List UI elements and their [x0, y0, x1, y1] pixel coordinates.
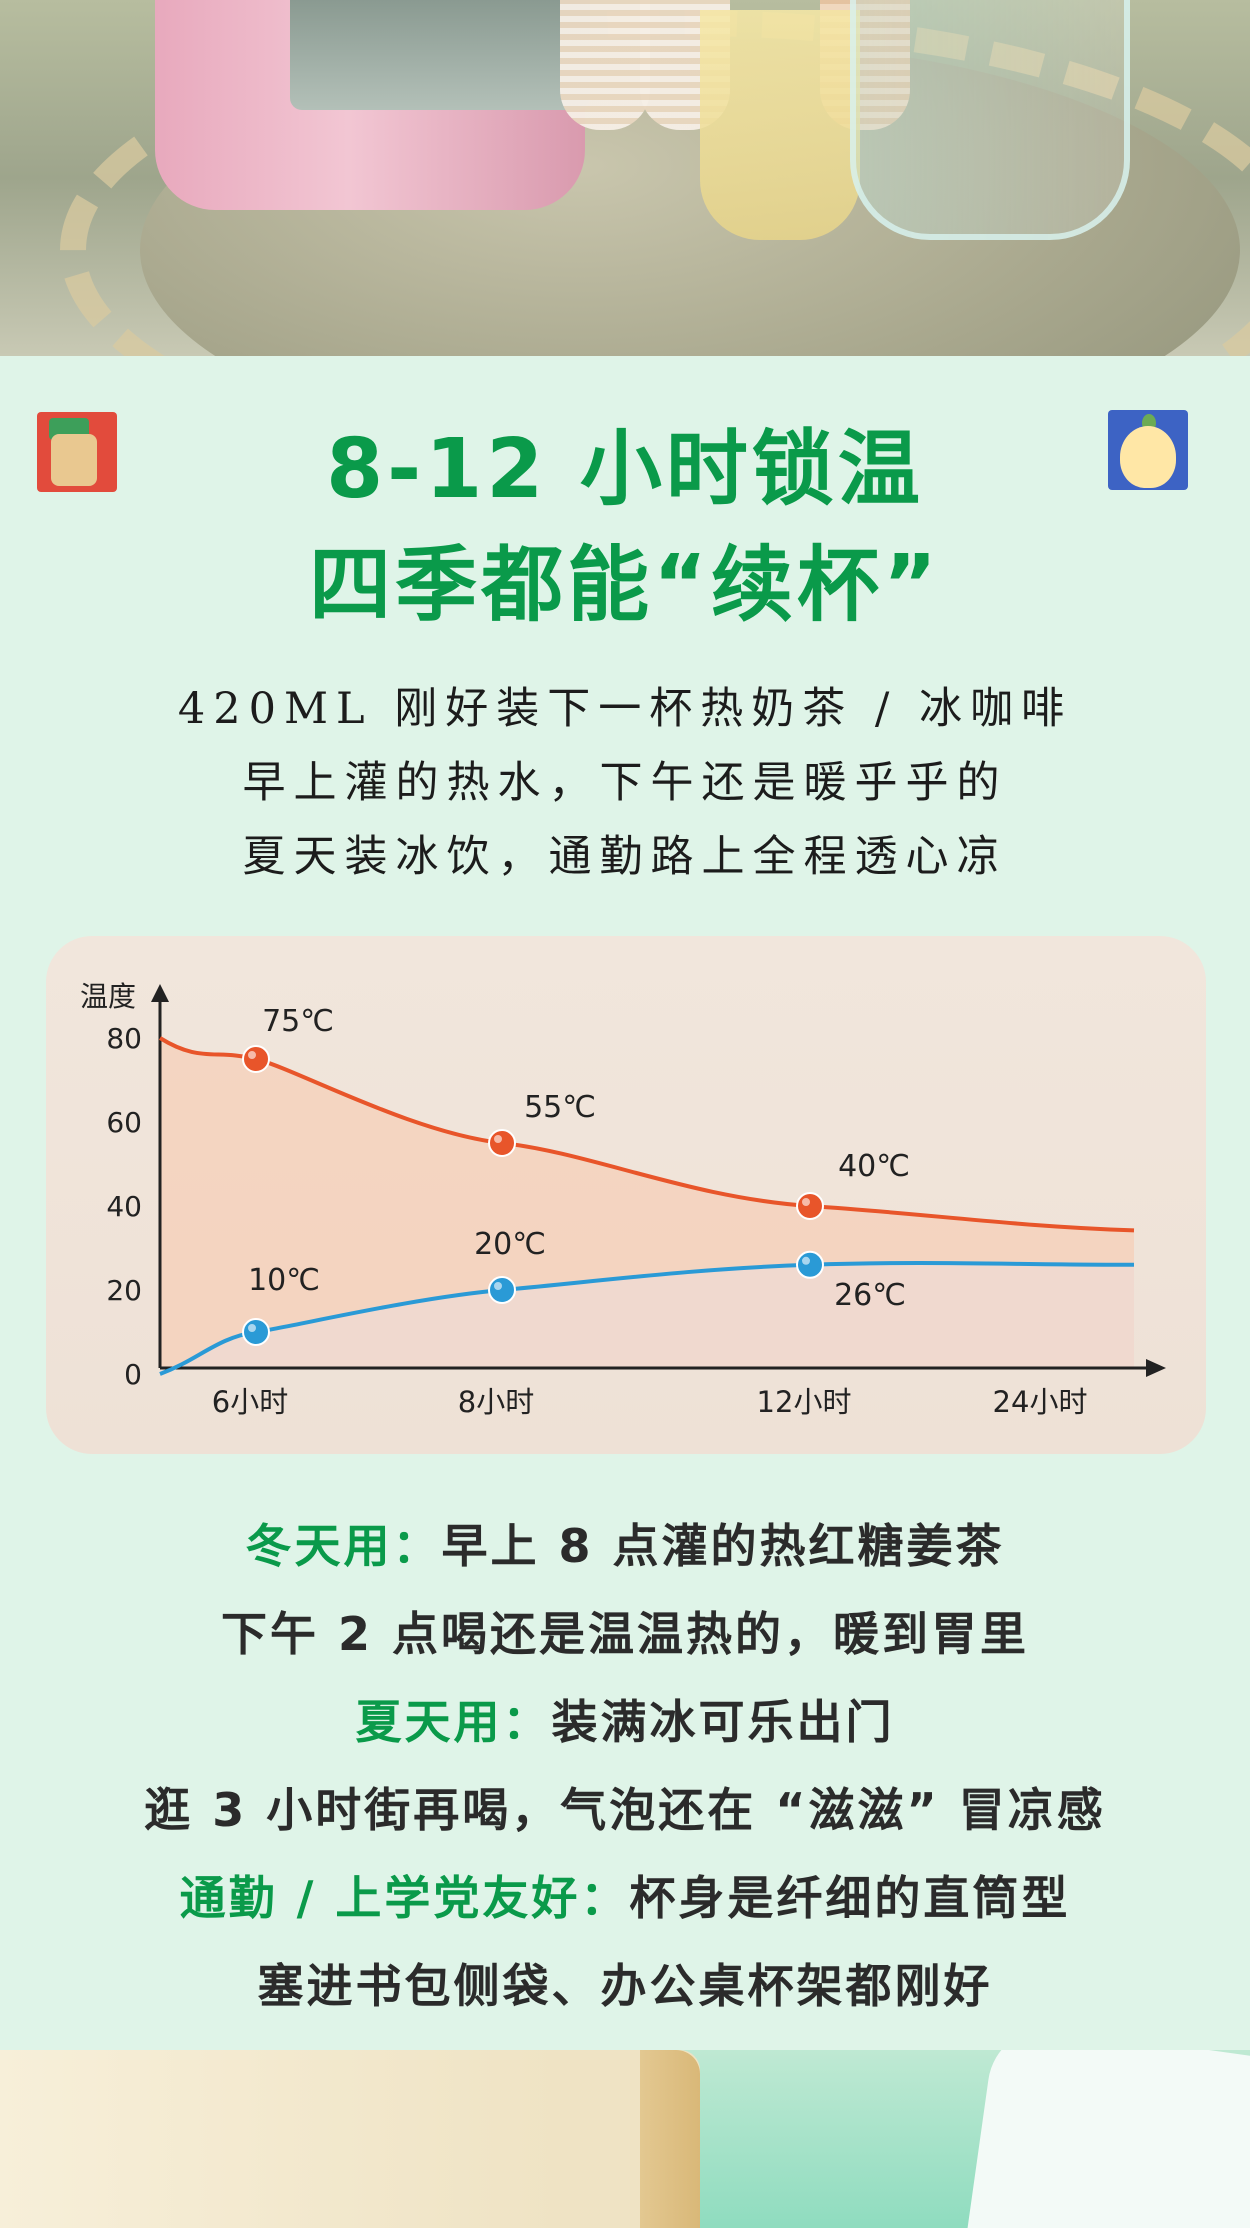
winter-line1: 冬天用：早上 8 点灌的热红糖姜茶 [0, 1510, 1250, 1576]
cold-point-highlight [248, 1324, 256, 1332]
cold-point-highlight [494, 1282, 502, 1290]
character-sticker-left-icon [37, 412, 117, 492]
cold-point [242, 1318, 270, 1346]
cold-point [488, 1276, 516, 1304]
page-title-line1: 8-12 小时锁温 [326, 422, 924, 517]
y-tick-label: 40 [106, 1190, 142, 1223]
y-axis-arrow-icon [151, 984, 169, 1002]
cold-data-label: 10℃ [248, 1263, 320, 1298]
y-axis-label: 温度 [80, 980, 136, 1013]
hot-point-highlight [248, 1051, 256, 1059]
cold-point [796, 1250, 824, 1279]
winter-text: 早上 8 点灌的热红糖姜茶 [441, 1519, 1005, 1573]
y-tick-label: 80 [106, 1022, 142, 1055]
winter-line2: 下午 2 点喝还是温温热的，暖到胃里 [220, 1607, 1030, 1661]
commute-line1: 通勤 / 上学党友好：杯身是纤细的直筒型 [0, 1862, 1250, 1928]
summer-label: 夏天用： [355, 1695, 552, 1749]
x-tick-label: 12小时 [757, 1385, 852, 1419]
summer-text: 装满冰可乐出门 [551, 1695, 895, 1749]
product-photo-bottom [0, 2050, 1250, 2228]
temperature-chart: 温度 0 20 40 60 80 6小时 8小时 12小时 24小时 75℃ 55℃ 40℃ 10℃ 20… [80, 980, 1166, 1419]
commute-label: 通勤 / 上学党友好： [179, 1871, 630, 1925]
hot-point [488, 1129, 516, 1157]
cold-data-label: 20℃ [474, 1227, 546, 1262]
hot-data-label: 55℃ [524, 1090, 596, 1125]
hot-data-label: 40℃ [838, 1149, 910, 1184]
x-axis-arrow-icon [1146, 1359, 1166, 1377]
description-line2: 早上灌的热水，下午还是暖乎乎的 [242, 758, 1008, 808]
hot-point-highlight [802, 1198, 810, 1206]
character-sticker-right-icon [1108, 410, 1188, 490]
cold-area [160, 1263, 1134, 1374]
x-tick-label: 8小时 [458, 1385, 534, 1419]
hot-data-label: 75℃ [262, 1004, 334, 1039]
page-title-line2: 四季都能“续杯” [309, 538, 941, 633]
summer-line1: 夏天用：装满冰可乐出门 [0, 1686, 1250, 1752]
cold-point-highlight [802, 1256, 810, 1265]
description-line1: 420ML 刚好装下一杯热奶茶 / 冰咖啡 [177, 684, 1073, 734]
x-tick-label: 6小时 [212, 1385, 288, 1419]
description-line3: 夏天装冰饮，通勤路上全程透心凉 [242, 832, 1008, 882]
summer-line2: 逛 3 小时街再喝，气泡还在 “滋滋” 冒凉感 [144, 1783, 1106, 1837]
y-tick-label: 20 [106, 1274, 142, 1307]
hot-point [242, 1045, 270, 1073]
y-tick-label: 0 [124, 1358, 142, 1391]
cold-data-label: 26℃ [834, 1278, 906, 1313]
winter-label: 冬天用： [245, 1519, 442, 1573]
commute-text: 杯身是纤细的直筒型 [629, 1871, 1071, 1925]
product-photo-top [0, 0, 1250, 356]
hot-point-highlight [494, 1135, 502, 1143]
y-tick-label: 60 [106, 1106, 142, 1139]
commute-line2: 塞进书包侧袋、办公桌杯架都刚好 [257, 1959, 993, 2013]
hot-point [796, 1192, 824, 1220]
x-tick-label: 24小时 [993, 1385, 1088, 1419]
